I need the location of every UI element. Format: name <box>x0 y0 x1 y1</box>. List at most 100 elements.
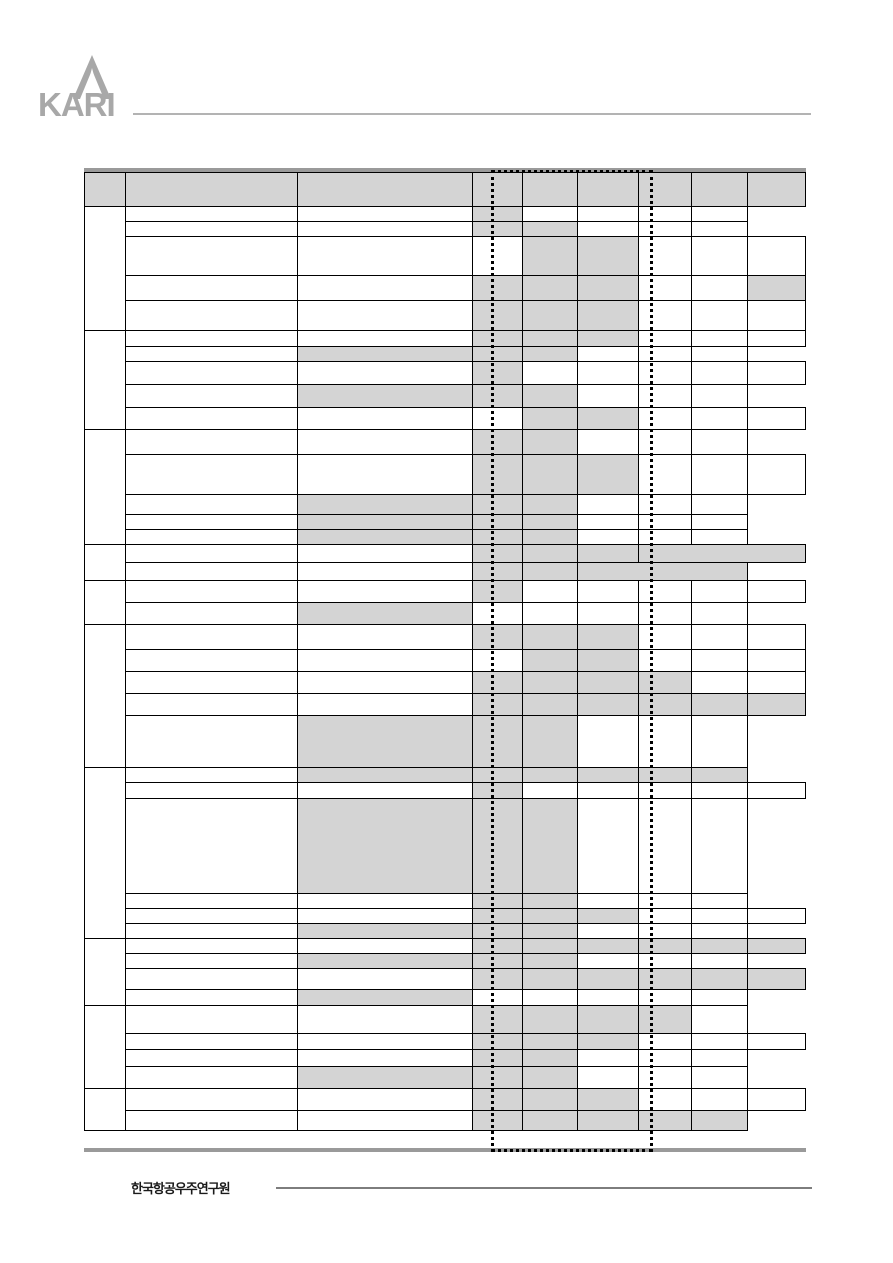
table-cell <box>296 938 473 954</box>
table-cell <box>638 938 693 954</box>
table-cell <box>577 1005 640 1034</box>
table-cell <box>638 893 693 909</box>
table-cell <box>522 580 579 603</box>
table-cell <box>124 908 298 924</box>
table-cell <box>471 361 524 385</box>
table-cell <box>124 798 298 894</box>
table-cell <box>124 1110 298 1131</box>
table-cell <box>471 893 524 909</box>
table-cell <box>522 454 579 495</box>
table-cell <box>746 1088 807 1111</box>
table-cell <box>296 529 473 545</box>
table-header-cell <box>124 172 298 207</box>
table-cell <box>124 923 298 939</box>
table-cell <box>691 767 748 783</box>
table-cell <box>124 544 298 563</box>
table-cell <box>638 693 693 716</box>
table-cell <box>746 454 807 495</box>
table-cell <box>124 429 298 455</box>
table-cell <box>638 602 693 625</box>
table-row <box>85 407 807 430</box>
table-cell <box>577 953 640 969</box>
table-cell <box>471 649 524 672</box>
table-cell <box>638 429 693 455</box>
table-cell <box>746 300 807 331</box>
table-cell <box>638 407 693 430</box>
table-cell <box>691 1033 748 1050</box>
table-cell <box>638 624 693 650</box>
table-cell <box>124 384 298 408</box>
table-cell <box>522 236 579 276</box>
table-cell <box>296 989 473 1006</box>
table-header-cell <box>577 172 640 207</box>
table-cell <box>638 580 693 603</box>
table-cell <box>124 715 298 768</box>
table-cell <box>691 602 748 625</box>
table-cell <box>577 671 640 694</box>
table-cell <box>296 206 473 222</box>
table-cell <box>577 300 640 331</box>
table-cell <box>638 221 693 237</box>
table-cell <box>124 1005 298 1034</box>
table-cell <box>296 1066 473 1089</box>
table-cell <box>691 221 748 237</box>
table-cell <box>124 671 298 694</box>
table-cell <box>124 529 298 545</box>
table-cell <box>471 1033 524 1050</box>
table-row <box>84 938 807 1006</box>
table-cell <box>691 968 748 990</box>
table-cell <box>522 1066 579 1089</box>
table-cell <box>124 938 298 954</box>
table-row <box>85 968 807 990</box>
table-header-cell <box>638 172 693 207</box>
table-row <box>84 1088 807 1131</box>
table-cell <box>296 671 473 694</box>
table-cell <box>691 1066 748 1089</box>
table-cell <box>691 908 748 924</box>
table-cell <box>124 346 298 362</box>
table-cell <box>471 544 524 563</box>
table-cell <box>124 236 298 276</box>
table-cell <box>296 893 473 909</box>
table-row <box>84 767 806 939</box>
table-cell <box>638 1110 693 1131</box>
table-cell <box>691 1049 748 1067</box>
table-cell <box>296 275 473 301</box>
table-cell <box>691 671 748 694</box>
table-cell <box>124 300 298 331</box>
table-cell <box>691 938 748 954</box>
table-cell <box>471 580 524 603</box>
table-cell <box>691 494 748 515</box>
table-cell <box>522 715 579 768</box>
table-cell <box>522 407 579 430</box>
table-cell <box>577 1066 640 1089</box>
table-cell <box>471 767 524 783</box>
table-cell <box>691 236 748 276</box>
kari-logo-text: KARI <box>38 86 116 123</box>
table-row <box>85 798 806 894</box>
table-cell <box>691 1088 748 1111</box>
table-group-cell <box>84 580 126 625</box>
table-cell <box>522 671 579 694</box>
table-row <box>85 923 806 939</box>
table-cell <box>691 330 748 347</box>
table-cell <box>124 968 298 990</box>
table-cell <box>577 693 640 716</box>
table-cell <box>691 300 748 331</box>
table-cell <box>691 649 748 672</box>
table-cell <box>296 514 473 530</box>
table-cell <box>691 514 748 530</box>
table-row <box>85 221 806 237</box>
table-cell <box>522 624 579 650</box>
table-cell <box>522 562 579 581</box>
table-cell <box>124 206 298 222</box>
table-cell <box>577 649 640 672</box>
table-cell <box>471 562 524 581</box>
table-cell <box>471 908 524 924</box>
footer-organization-name: 한국항공우주연구원 <box>131 1182 231 1197</box>
table-cell <box>577 1049 640 1067</box>
table-cell <box>296 782 473 799</box>
table-cell <box>577 580 640 603</box>
table-cell <box>746 693 807 716</box>
table-cell <box>296 580 473 603</box>
